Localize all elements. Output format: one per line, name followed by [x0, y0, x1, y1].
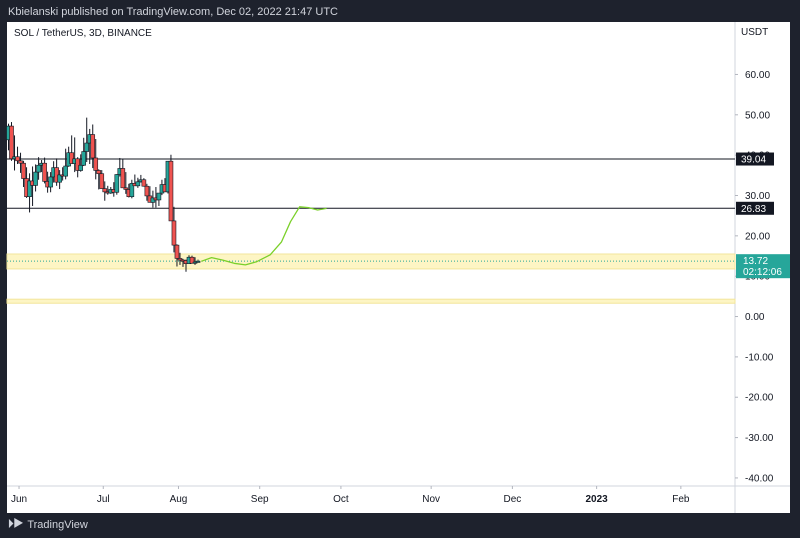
footer-branding: ⏵▶ TradingView [8, 518, 88, 531]
tradingview-logo-icon: ⏵▶ [8, 518, 24, 530]
symbol-label: SOL / TetherUS, 3D, BINANCE [14, 28, 152, 39]
chart-panel[interactable] [7, 22, 790, 513]
publisher-header: Kbielanski published on TradingView.com,… [8, 6, 338, 18]
brand-label: TradingView [27, 518, 88, 531]
